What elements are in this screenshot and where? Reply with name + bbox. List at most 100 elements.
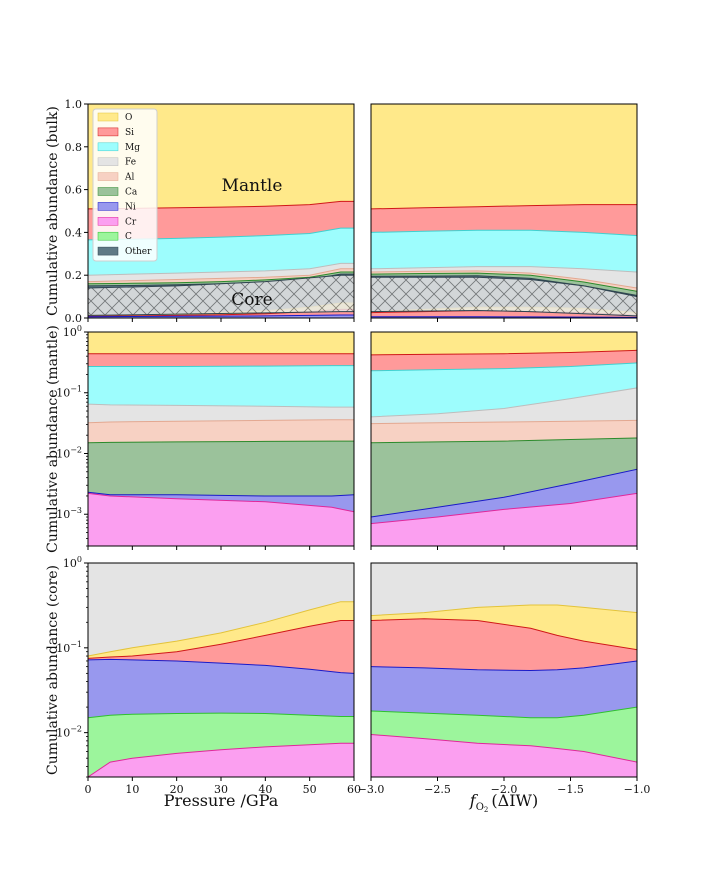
bulk-pressure-ytick-label-5: 1.0 — [65, 98, 83, 111]
core-pressure-xtick-label-0: 0 — [85, 783, 92, 796]
legend-swatch-si — [97, 127, 119, 137]
xlabel-fo2-f: f — [469, 791, 479, 810]
mantle-pressure-area-o-0 — [88, 332, 354, 354]
core-pressure-ytick-exp-2: 0 — [77, 555, 82, 564]
legend-label-ni: Ni — [125, 202, 136, 212]
mantle-pressure-area-si-1 — [88, 353, 354, 367]
legend-label-o: O — [125, 113, 132, 123]
legend-swatch-al — [97, 172, 119, 181]
core-pressure-xticks: 0 10 20 30 40 50 60 — [85, 777, 361, 796]
mantle-pressure-area-mg-2 — [88, 365, 354, 408]
bulk-fo2-area-al-4 — [371, 270, 637, 292]
bulk-pressure-line-al-4 — [87, 268, 354, 283]
legend-swatch-cr — [97, 217, 119, 226]
mantle-pressure-line-ca-5 — [87, 440, 354, 444]
bulk-pressure-line-fe-3 — [87, 262, 354, 276]
mantle-fo2-line-fe-3 — [370, 387, 638, 418]
mantle-pressure-plot — [87, 332, 355, 546]
mantle-pressure-ytick-base-0: 10 — [56, 508, 70, 521]
xlabel-pressure: Pressure /GPa — [164, 791, 279, 810]
core-fo2-area-o-1 — [371, 605, 637, 650]
bulk-pressure-ytick-label-0: 0.0 — [65, 312, 83, 325]
core-pressure-line-ni-3 — [87, 658, 355, 674]
core-pressure-ytick-base-0: 10 — [56, 727, 70, 740]
legend-swatch-other — [97, 246, 119, 256]
mantle-pressure-ytick-label-0: 10−3 — [56, 506, 82, 521]
core-fo2-xtick-label-2: −2.0 — [491, 783, 518, 796]
core-pressure-xtick-label-5: 50 — [303, 783, 317, 796]
bulk-fo2-area-ca-5 — [371, 273, 637, 296]
ylabel-bulk: Cumulative abundance (bulk) — [45, 106, 61, 316]
mantle-fo2-area-ni-6 — [371, 469, 637, 524]
mantle-pressure-area-fe-3 — [88, 404, 354, 423]
core-pressure-line-o-1 — [87, 601, 354, 657]
mantle-pressure-ytick-exp-3: 0 — [77, 324, 82, 333]
legend-label-fe: Fe — [125, 158, 136, 168]
panel-bulk-fo2 — [370, 103, 638, 322]
core-fo2-area-fe-0 — [371, 563, 637, 616]
bulk-pressure-line-ca-5 — [87, 271, 354, 285]
core-pressure-area-fe-0 — [88, 563, 354, 656]
core-pressure-ytick-exp-0: −2 — [70, 725, 82, 734]
mantle-fo2-area-al-4 — [371, 420, 637, 443]
mantle-fo2-xticks — [370, 546, 638, 550]
legend-label-cr: Cr — [125, 217, 137, 227]
core-pressure-xtick-label-3: 30 — [214, 783, 228, 796]
core-fo2-area-si-2 — [371, 618, 637, 671]
mantle-annotation: Mantle — [222, 176, 283, 196]
core-fo2-line-o-1 — [370, 604, 638, 617]
core-fo2-xticks: −3.0 −2.5 −2.0 −1.5 −1.0 — [358, 777, 651, 796]
xlabel-fo2: fO2 (ΔIW) — [469, 791, 538, 814]
core-pressure-area-cr-5 — [88, 743, 354, 777]
mantle-fo2-plot — [370, 332, 638, 546]
bulk-fo2-xticks — [370, 318, 638, 322]
core-pressure-ytick-base-1: 10 — [56, 642, 70, 655]
core-fo2-area-c-4 — [371, 707, 637, 763]
mantle-pressure-ytick-exp-0: −3 — [70, 506, 82, 515]
core-pressure-plot — [87, 563, 355, 778]
mantle-pressure-ytick-base-2: 10 — [56, 387, 70, 400]
mantle-fo2-line-cr-7 — [370, 492, 638, 525]
core-pressure-xtick-label-4: 40 — [258, 783, 272, 796]
xlabel-fo2-sub-2: 2 — [484, 806, 488, 814]
core-fo2-xtick-label-1: −2.5 — [424, 783, 451, 796]
legend: O Si Mg Fe Al Ca Ni Cr C Other — [92, 108, 158, 262]
bulk-fo2-area-mg-2 — [371, 230, 637, 272]
mantle-pressure-ytick-label-1: 10−2 — [56, 445, 82, 460]
mantle-fo2-area-si-1 — [371, 350, 637, 371]
core-fo2-xtick-label-4: −1.0 — [624, 783, 651, 796]
mantle-pressure-ytick-label-2: 10−1 — [56, 385, 82, 400]
core-pressure-line-cr-5 — [87, 742, 354, 778]
panel-mantle-fo2 — [370, 331, 638, 550]
ylabel-core: Cumulative abundance (core) — [45, 565, 61, 775]
bulk-fo2-area-si-8 — [371, 310, 637, 318]
core-fo2-line-cr-5 — [370, 734, 638, 763]
core-pressure-area-ni-3 — [88, 659, 354, 718]
core-pressure-line-si-2 — [87, 620, 354, 659]
mantle-pressure-line-al-4 — [87, 419, 354, 424]
legend-label-al: Al — [124, 173, 134, 183]
legend-label-si: Si — [125, 128, 134, 138]
core-fo2-line-ni-3 — [370, 660, 638, 672]
mantle-pressure-area-cr-7 — [88, 493, 354, 546]
bulk-pressure-ytick-label-2: 0.4 — [65, 226, 83, 239]
bulk-pressure-xticks — [87, 318, 355, 322]
core-pressure-area-o-1 — [88, 601, 354, 659]
panel-bulk-pressure: 0.0 0.2 0.4 0.6 0.8 1.0 O Si Mg Fe Al Ca Ni Cr C Other… — [65, 98, 355, 325]
bulk-fo2-line-ca-5 — [370, 272, 638, 292]
mantle-pressure-line-cr-7 — [87, 492, 355, 513]
core-pressure-line-c-4 — [87, 712, 354, 719]
mantle-pressure-ytick-base-3: 10 — [63, 326, 77, 339]
xlabel-fo2-rest: (ΔIW) — [491, 791, 538, 810]
ylabel-mantle: Cumulative abundance (mantle) — [45, 325, 61, 553]
core-fo2-area-cr-5 — [371, 734, 637, 777]
core-pressure-area-c-4 — [88, 713, 354, 777]
core-fo2-xtick-label-3: −1.5 — [557, 783, 584, 796]
legend-swatch-c — [97, 231, 119, 241]
mantle-fo2-line-ni-6 — [370, 468, 638, 518]
mantle-pressure-ytick-base-1: 10 — [56, 447, 70, 460]
